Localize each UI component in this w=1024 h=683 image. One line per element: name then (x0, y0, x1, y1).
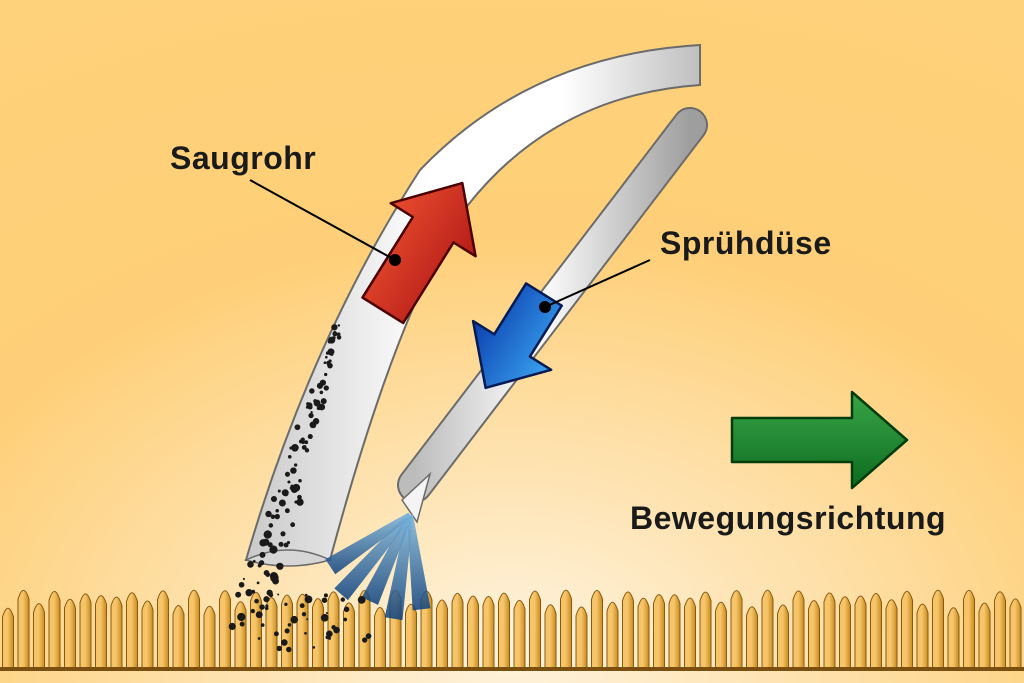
diagram-stage: Saugrohr Sprühdüse Bewegungsrichtung (0, 0, 1024, 683)
label-movement-direction: Bewegungsrichtung (630, 500, 946, 537)
diagram-svg (0, 0, 1024, 683)
label-suction-tube: Saugrohr (170, 140, 316, 177)
label-spray-nozzle: Sprühdüse (660, 225, 832, 262)
